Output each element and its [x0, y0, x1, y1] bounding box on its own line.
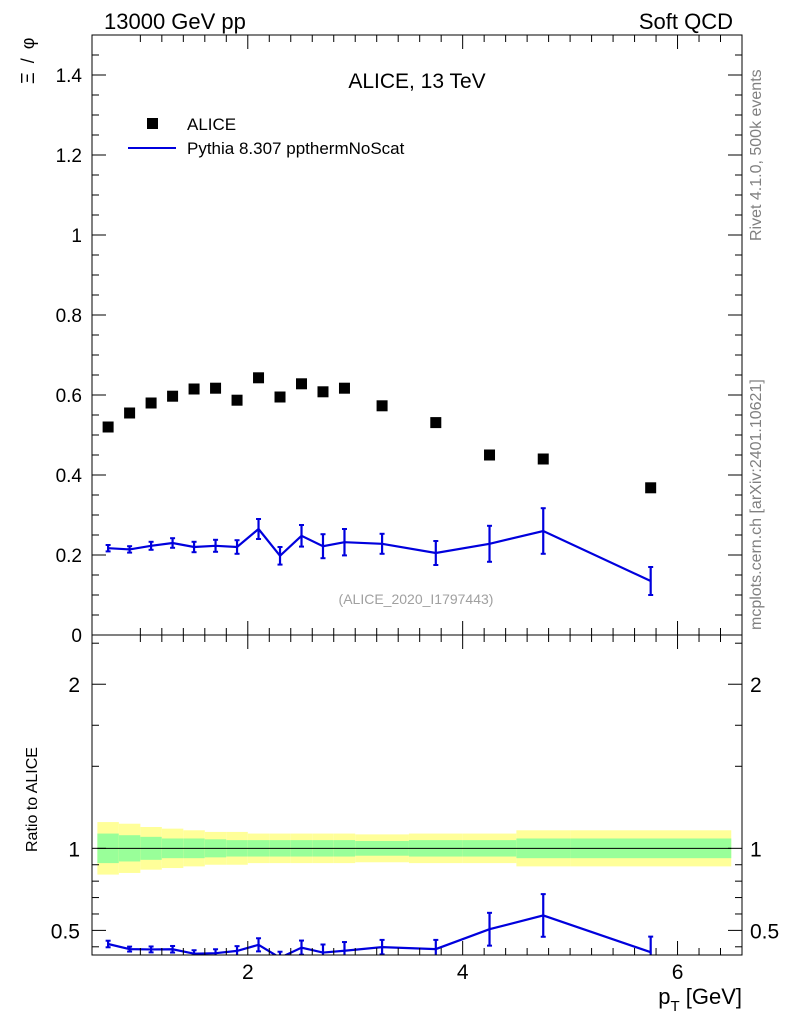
main-ytick-label: 0.6 [56, 386, 82, 407]
alice-data-point [145, 397, 157, 409]
source-label: mcplots.cern.ch [arXiv:2401.10621] [748, 379, 765, 630]
alice-data-point [167, 390, 179, 402]
x-label-sub: T [670, 998, 679, 1015]
main-ytick-label: 1.2 [56, 146, 82, 167]
alice-data-point [376, 400, 388, 412]
ratio-line [107, 914, 652, 955]
ratio-ytick-label: 0.5 [51, 920, 80, 943]
ratio-bands [97, 822, 732, 875]
x-label-unit: [GeV] [680, 984, 742, 1009]
main-panel: 0 0.2 0.4 0.6 0.8 1 1.2 1.4 ALICE, 13 TeV (ALIC… [18, 34, 743, 647]
alice-data-point [124, 407, 136, 419]
ratio-ytick-label-right: 1 [750, 838, 762, 861]
y-label-xi: Ξ [18, 72, 38, 84]
alice-data-point [253, 372, 265, 384]
main-y-label: Ξ / φ [18, 38, 38, 84]
x-tick-label: 6 [672, 961, 684, 984]
alice-data-point [317, 386, 329, 398]
ratio-ytick-label-right: 0.5 [750, 920, 779, 943]
rivet-label: Rivet 4.1.0, 500k events [748, 69, 765, 241]
ratio-ytick-label-right: 2 [750, 674, 762, 697]
main-ytick-label: 1 [71, 226, 82, 247]
ratio-panel: 0.5 0.5 1 1 2 2 2 4 6 Ratio to ALICE pT [GeV] [24, 634, 779, 1015]
main-data [102, 372, 657, 596]
ratio-frame [91, 634, 743, 956]
legend-label-pythia: Pythia 8.307 ppthermNoScat [187, 139, 405, 158]
legend-marker-alice [147, 118, 158, 129]
ratio-y-label: Ratio to ALICE [24, 747, 41, 852]
main-ytick-label: 0.8 [56, 306, 82, 327]
header-right: Soft QCD [639, 9, 733, 34]
x-label-p: p [658, 984, 670, 1009]
alice-data-point [296, 378, 308, 390]
x-axis-label: pT [GeV] [658, 984, 742, 1015]
ratio-data [105, 893, 654, 955]
x-tick-label: 2 [242, 961, 254, 984]
main-ticks: 0 0.2 0.4 0.6 0.8 1 1.2 1.4 [56, 35, 742, 647]
svg-text:Ξ / φ: Ξ / φ [18, 38, 38, 84]
ratio-ytick-label: 1 [68, 838, 80, 861]
pythia-line [108, 527, 652, 582]
main-ytick-label: 0.4 [56, 466, 83, 487]
alice-data-point [210, 382, 222, 394]
ratio-ticks: 0.5 0.5 1 1 2 2 2 4 6 [51, 635, 779, 984]
watermark: (ALICE_2020_I1797443) [339, 591, 494, 607]
main-ytick-label: 0 [71, 626, 82, 647]
main-ytick-label: 0.2 [56, 546, 82, 567]
alice-data-point [338, 382, 350, 394]
alice-data-point [537, 453, 549, 465]
x-tick-label: 4 [457, 961, 469, 984]
legend-label-alice: ALICE [187, 115, 236, 134]
alice-data-point [430, 417, 442, 429]
main-title: ALICE, 13 TeV [348, 70, 485, 93]
ratio-ytick-label: 2 [68, 674, 80, 697]
alice-data-point [231, 394, 243, 406]
y-label-phi: φ [18, 38, 38, 50]
alice-data-point [102, 421, 114, 433]
alice-data-point [484, 449, 496, 461]
alice-data-point [645, 482, 657, 494]
alice-data-point [188, 383, 200, 395]
main-ytick-label: 1.4 [56, 66, 83, 87]
y-label-slash: / [18, 58, 38, 63]
header-left: 13000 GeV pp [104, 9, 246, 34]
alice-data-point [274, 391, 286, 403]
legend: ALICE Pythia 8.307 ppthermNoScat [128, 115, 405, 158]
